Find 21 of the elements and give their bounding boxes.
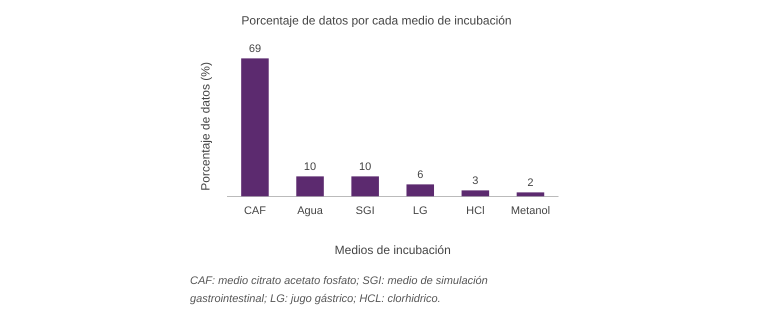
- data-label: 69: [248, 42, 262, 55]
- data-label: 3: [472, 174, 478, 187]
- bar: [296, 176, 324, 196]
- y-axis-title: Porcentaje de datos (%): [198, 62, 213, 191]
- x-tick-label: LG: [412, 205, 428, 218]
- x-axis-title: Medios de incubación: [334, 243, 451, 258]
- x-tick-label: SGI: [356, 205, 375, 218]
- bar: [406, 184, 434, 196]
- data-label: 6: [417, 168, 424, 181]
- data-label: 2: [527, 176, 534, 189]
- data-label: 10: [304, 160, 316, 173]
- bar: [462, 190, 490, 196]
- x-tick-label: HCl: [466, 205, 485, 218]
- x-tick-label: CAF: [244, 205, 266, 218]
- bar: [351, 176, 379, 196]
- text: CAF: medio citrato acetato fosfato; SGI: medio de simulación gastrointestinal; LG: jugo gástrico; HCL: clorhidrico.: [190, 274, 489, 307]
- bar: [241, 58, 269, 196]
- x-tick-label: Agua: [297, 205, 324, 218]
- chart-title: Porcentaje de datos por cada medio de incubación: [241, 14, 512, 28]
- data-label: 10: [359, 160, 372, 173]
- x-tick-label: Metanol: [510, 205, 550, 218]
